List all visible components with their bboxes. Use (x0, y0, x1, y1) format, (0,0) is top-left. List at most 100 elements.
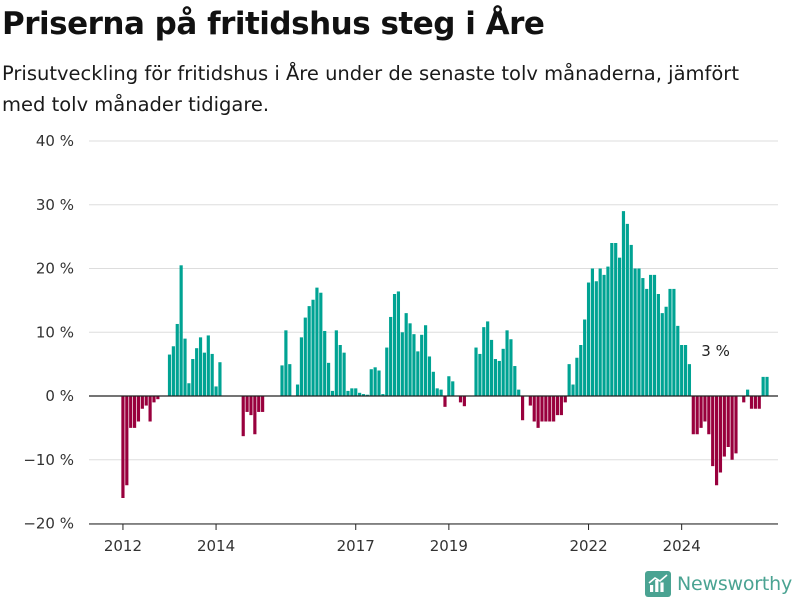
bar (334, 330, 338, 396)
bar (559, 396, 563, 416)
y-tick-label: 30 % (36, 196, 74, 214)
bar (672, 288, 676, 396)
bar (214, 386, 218, 396)
bar (218, 362, 222, 396)
bar (377, 370, 381, 396)
bar (683, 345, 688, 396)
bar (202, 352, 207, 396)
bar (544, 396, 548, 422)
bar (125, 396, 129, 486)
bar (575, 357, 579, 396)
y-axis-labels: 40 % 30 % 20 % 10 % 0 % −10 % −20 % (23, 132, 74, 533)
bar (590, 268, 595, 396)
bar (695, 396, 699, 435)
bar (140, 396, 144, 409)
bar (354, 388, 358, 396)
bar (323, 330, 327, 396)
y-tick-label: 10 % (36, 323, 74, 341)
bar (699, 396, 703, 428)
bar (610, 243, 614, 396)
bar (548, 396, 552, 422)
bar-chart-icon (645, 571, 671, 597)
bar (606, 266, 610, 396)
bar (602, 274, 606, 396)
bar (319, 292, 323, 396)
bar (517, 389, 521, 396)
bar (206, 335, 210, 396)
bar (509, 339, 513, 396)
bar (493, 359, 498, 396)
bar (253, 396, 257, 435)
bar (474, 347, 478, 396)
bar (726, 396, 730, 447)
bar (447, 376, 451, 396)
bar (420, 334, 424, 396)
y-tick-label: 40 % (36, 132, 74, 150)
bar (707, 396, 711, 435)
bar (742, 396, 746, 403)
bar (439, 389, 443, 396)
bar (757, 396, 761, 409)
bar (633, 268, 637, 396)
bar (284, 330, 288, 396)
bar (528, 396, 532, 406)
bar (687, 364, 692, 396)
bar (288, 364, 292, 396)
bar (435, 388, 439, 396)
bar (129, 396, 133, 428)
bar (552, 396, 556, 422)
bar (358, 392, 362, 396)
bar (373, 367, 377, 396)
bar (532, 396, 536, 422)
bar (668, 288, 672, 396)
bar (396, 291, 401, 396)
bar (330, 390, 335, 396)
bar (730, 396, 734, 460)
bar (497, 360, 501, 396)
bar (257, 396, 261, 412)
bar (714, 396, 719, 486)
bar (567, 364, 571, 396)
bar (520, 396, 525, 421)
x-tick-label: 2012 (104, 537, 142, 555)
bar (637, 268, 641, 396)
bar (171, 346, 175, 396)
bar (579, 345, 583, 396)
bar (625, 223, 629, 396)
bar (280, 365, 284, 396)
latest-value-label: 3 % (701, 342, 730, 360)
bar (167, 354, 172, 396)
bar (458, 396, 463, 403)
bar (431, 371, 435, 396)
bar (307, 306, 311, 396)
bar (478, 353, 482, 396)
bar (295, 384, 300, 396)
bar (563, 396, 567, 403)
bar (412, 334, 416, 396)
bar (629, 244, 633, 396)
bar (594, 281, 598, 396)
bar (326, 362, 331, 396)
bar (722, 396, 726, 457)
bar (680, 345, 684, 396)
bar (179, 265, 183, 396)
bar (489, 339, 494, 396)
y-tick-label: 0 % (45, 387, 74, 405)
bar (416, 351, 420, 396)
bar (392, 294, 397, 396)
bar (404, 313, 408, 396)
bar (121, 396, 125, 498)
bar (641, 278, 645, 396)
y-tick-label: −10 % (23, 451, 74, 469)
bar (660, 313, 664, 396)
bar (656, 294, 660, 396)
bar (210, 353, 214, 396)
bar (540, 396, 544, 422)
annotations: 3 % (701, 342, 730, 360)
bar (711, 396, 715, 467)
bar (423, 325, 428, 396)
x-tick-label: 2017 (337, 537, 375, 555)
bar (501, 348, 505, 396)
bar (183, 338, 187, 396)
